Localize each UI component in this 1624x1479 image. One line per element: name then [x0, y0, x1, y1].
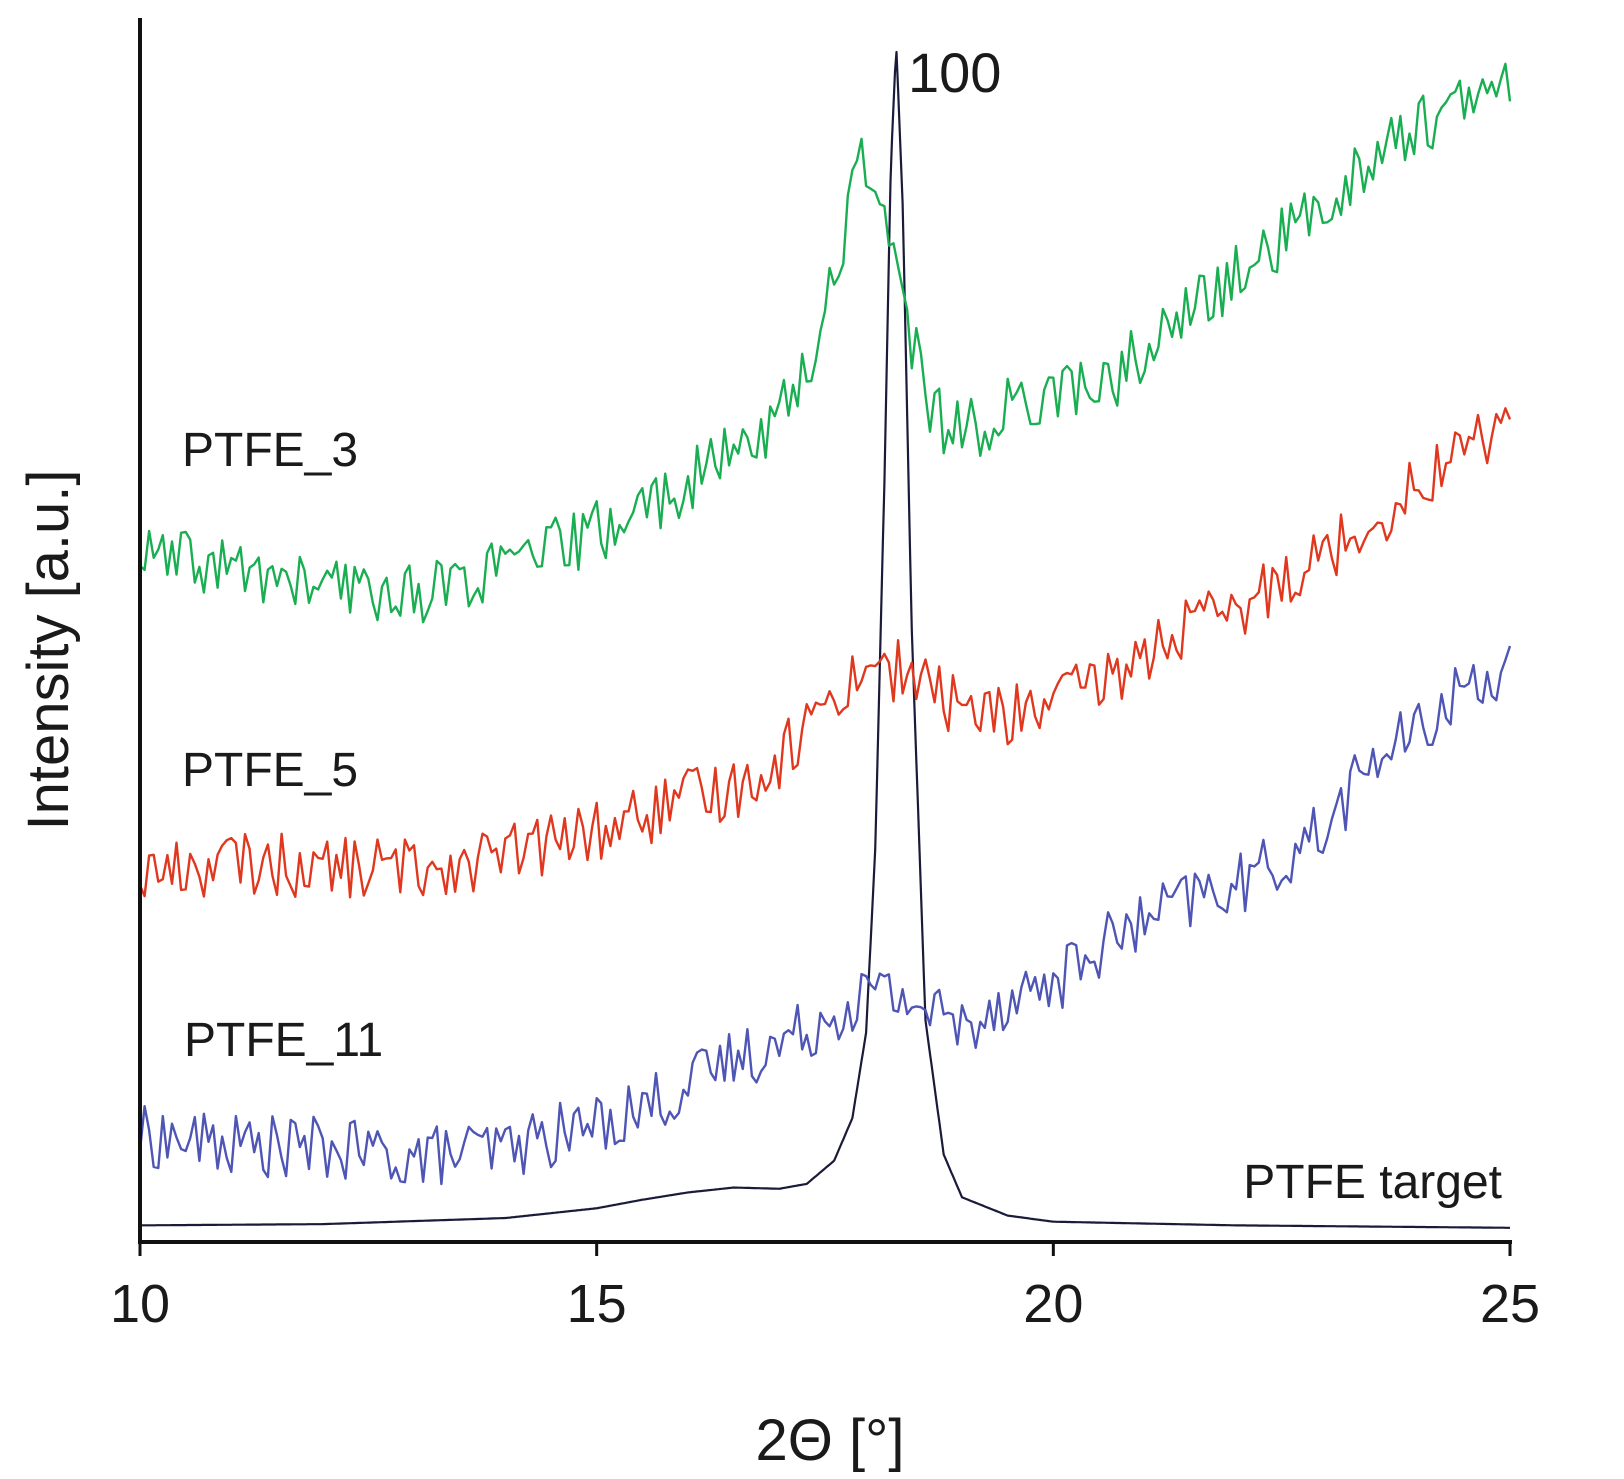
x-tick-label: 25 [1480, 1274, 1540, 1334]
series-label-ptfe-3: PTFE_3 [182, 424, 358, 477]
y-axis-title: Intensity [a.u.] [16, 469, 81, 830]
x-ticks: 10 15 20 25 [110, 1242, 1540, 1334]
labels: 2Θ [°] Intensity [a.u.] 100 PTFE_3 PTFE_… [16, 41, 1502, 1473]
series-line-ptfe-3 [139, 62, 1512, 624]
x-axis-title: 2Θ [°] [756, 1408, 905, 1473]
series-line-ptfe-11 [138, 645, 1512, 1186]
axes [138, 18, 1512, 1244]
series-line-ptfe-5 [138, 407, 1512, 899]
series-label-ptfe-target: PTFE target [1243, 1156, 1502, 1209]
x-tick-label: 20 [1023, 1274, 1083, 1334]
series-label-ptfe-11: PTFE_11 [184, 1014, 383, 1067]
x-tick-label: 10 [110, 1274, 170, 1334]
series-layer [138, 50, 1512, 1229]
peak-label-100: 100 [908, 41, 1001, 104]
series-label-ptfe-5: PTFE_5 [182, 744, 358, 797]
x-tick-label: 15 [567, 1274, 627, 1334]
series-line-ptfe-target [139, 50, 1510, 1229]
